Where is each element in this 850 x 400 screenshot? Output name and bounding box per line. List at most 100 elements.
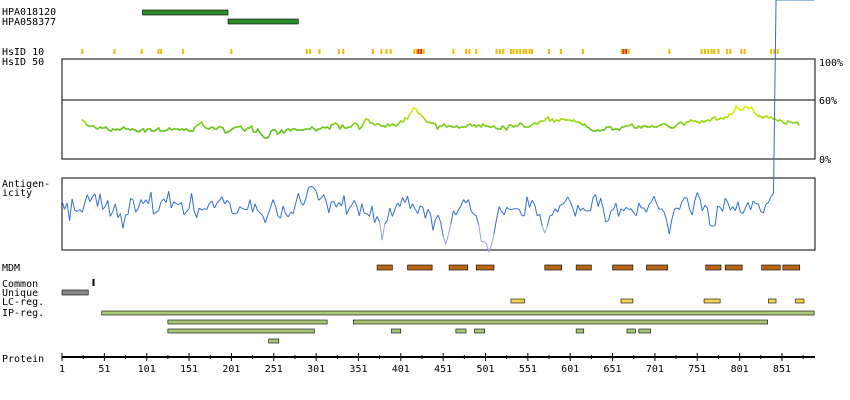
- hsid-tick: [342, 49, 345, 54]
- antibody-bar-1: [142, 9, 229, 16]
- hsid-tick: [380, 49, 383, 54]
- antigenicity-line-segment: [544, 226, 548, 234]
- antigenicity-line-segment: [747, 202, 752, 211]
- antigenicity-line-segment: [262, 215, 266, 223]
- hsid-tick: [776, 49, 779, 54]
- antigenicity-line-segment: [176, 203, 180, 205]
- hsid-tick: [620, 49, 623, 54]
- hsid-ticks: [81, 49, 779, 54]
- antigenicity-line-segment: [155, 210, 159, 213]
- hsid-tick: [465, 49, 468, 54]
- protein-axis-ticks: 1 51 101 151 201 251 301 351 401 451 501 551 601 651 7…: [59, 353, 804, 375]
- antigenicity-line-segment: [414, 209, 419, 214]
- antigenicity-line-segment: [661, 208, 665, 213]
- antigenicity-line-segment: [376, 216, 381, 223]
- antigenicity-line-segment: [442, 235, 447, 245]
- hsid-tick: [725, 49, 728, 54]
- antigenicity-line-segment: [394, 202, 398, 210]
- antigenicity-line-segment: [633, 212, 637, 217]
- hsid-tick: [559, 49, 562, 54]
- antigenicity-line-segment: [445, 235, 449, 245]
- antigenicity-line-segment: [186, 208, 190, 212]
- hsid-tick: [452, 49, 455, 54]
- antigenicity-line-segment: [130, 197, 134, 201]
- antigenicity-line-segment: [81, 202, 86, 213]
- hsid-tick: [668, 49, 671, 54]
- unique-bar: [61, 289, 89, 296]
- mdm-bar: [407, 264, 433, 271]
- antigenicity-line-segment: [595, 194, 599, 207]
- antigenicity-line-segment: [221, 196, 226, 204]
- antigenicity-line-segment: [523, 196, 528, 216]
- antigenicity-line-segment: [269, 199, 274, 209]
- antigenicity-line-segment: [125, 213, 129, 216]
- antigenicity-line-segment: [112, 203, 116, 212]
- antigenicity-line-segment: [267, 207, 271, 216]
- antigenicity-line-segment: [727, 202, 731, 211]
- hsid-tick: [512, 49, 515, 54]
- ipreg-bar: [474, 328, 485, 334]
- antigenicity-line-segment: [551, 208, 556, 216]
- antigenicity-line-segment: [424, 209, 429, 219]
- antigenicity-line-segment: [204, 208, 207, 210]
- antigenicity-line-segment: [274, 205, 279, 217]
- ipreg-bar: [268, 338, 280, 344]
- antigenicity-line-segment: [447, 223, 452, 236]
- antigenicity-line-segment: [168, 191, 172, 209]
- antigenicity-line-segment: [605, 220, 609, 223]
- hsid-tick: [531, 49, 534, 54]
- antigenicity-line-segment: [483, 241, 487, 245]
- antigenicity-line-segment: [216, 199, 220, 204]
- identity-line-segment: [750, 106, 755, 113]
- protein-axis-tick-label: 451: [434, 364, 452, 375]
- common-label: Common: [2, 279, 38, 290]
- identity-line-segment: [222, 127, 227, 134]
- antigenicity-line-segment: [234, 212, 238, 215]
- antigenicity-line-segment: [427, 209, 431, 214]
- antigenicity-line-segment: [107, 200, 111, 217]
- mdm-label: MDM: [2, 263, 20, 274]
- antigenicity-line-segment: [333, 201, 337, 208]
- antigenicity-line-segment: [379, 221, 383, 241]
- antigenicity-line-segment: [643, 207, 647, 213]
- antigenicity-line-segment: [412, 203, 416, 210]
- antigenicity-line-segment: [620, 208, 624, 212]
- antigenicity-line-segment: [61, 200, 66, 210]
- antigenicity-line-segment: [109, 211, 114, 217]
- hsid-tick: [81, 49, 84, 54]
- hsid-tick: [420, 49, 423, 54]
- antigenicity-line-segment: [539, 214, 543, 227]
- protein-axis-tick-label: 501: [476, 364, 494, 375]
- antigenicity-line-segment: [437, 214, 442, 223]
- antigenicity-line-segment: [366, 213, 370, 217]
- antigenicity-line-segment: [455, 209, 459, 216]
- antigenicity-line-segment: [264, 214, 269, 223]
- antigenicity-line-segment: [750, 200, 754, 211]
- identity-panel-frame: [61, 58, 816, 160]
- antigenicity-line-segment: [745, 202, 749, 208]
- antigenicity-line-segment: [280, 205, 284, 218]
- antigenicity-line-segment: [305, 187, 309, 199]
- hsid-tick: [160, 49, 163, 54]
- antigenicity-line-segment: [473, 213, 477, 217]
- antigenicity-line-segment: [371, 205, 376, 223]
- hsid-tick: [502, 49, 505, 54]
- mdm-bar: [782, 264, 801, 271]
- hsid-tick: [509, 49, 512, 54]
- hsid-tick: [743, 49, 746, 54]
- antigenicity-line-segment: [209, 200, 213, 204]
- antigenicity-line-segment: [493, 219, 498, 234]
- hsid-tick: [157, 49, 160, 54]
- ipreg-bar: [391, 328, 402, 334]
- antigenicity-line-segment: [592, 194, 596, 198]
- antibody-bar-2: [227, 18, 299, 25]
- hsid50-label: HsID 50: [2, 57, 44, 68]
- antigenicity-line-segment: [729, 206, 734, 211]
- antigenicity-line-segment: [435, 214, 439, 220]
- protein-axis-tick-label: 851: [773, 364, 791, 375]
- antigenicity-line-segment: [145, 199, 149, 205]
- antigenicity-line-segment: [432, 219, 437, 231]
- antigenicity-line-segment: [66, 203, 71, 221]
- antigenicity-line-segment: [358, 203, 363, 216]
- antigenicity-line-segment: [285, 213, 289, 218]
